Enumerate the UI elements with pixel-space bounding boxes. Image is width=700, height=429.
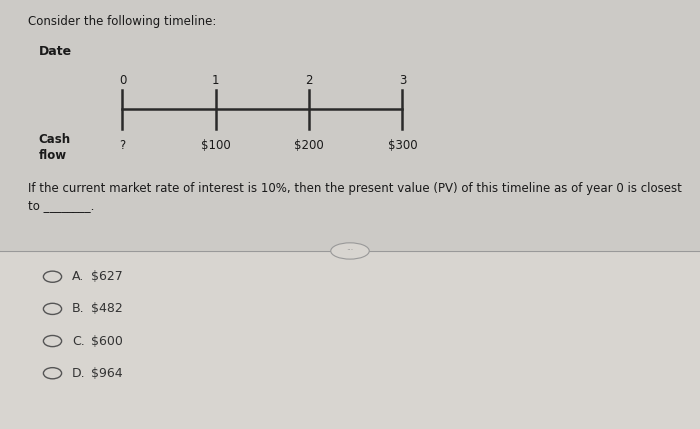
Text: ···: ··· [346,247,354,255]
FancyBboxPatch shape [0,251,700,429]
Text: $100: $100 [201,139,231,152]
Circle shape [43,335,62,347]
Text: $627: $627 [91,270,122,283]
Text: A.: A. [72,270,84,283]
Text: 1: 1 [212,74,220,87]
Text: 2: 2 [305,74,313,87]
Text: C.: C. [72,335,85,347]
Text: $964: $964 [91,367,122,380]
Text: Cash
flow: Cash flow [38,133,71,162]
Text: to ________.: to ________. [28,199,94,212]
Text: $600: $600 [91,335,123,347]
Text: If the current market rate of interest is 10%, then the present value (PV) of th: If the current market rate of interest i… [28,182,682,195]
Text: B.: B. [72,302,85,315]
Text: 0: 0 [119,74,126,87]
Text: $300: $300 [388,139,417,152]
Text: $482: $482 [91,302,122,315]
Text: Date: Date [38,45,71,58]
Text: D.: D. [72,367,85,380]
Ellipse shape [330,243,370,259]
Text: Consider the following timeline:: Consider the following timeline: [28,15,216,28]
Text: ?: ? [120,139,125,152]
Circle shape [43,303,62,314]
Circle shape [43,271,62,282]
Circle shape [43,368,62,379]
Text: 3: 3 [399,74,406,87]
Text: $200: $200 [294,139,324,152]
